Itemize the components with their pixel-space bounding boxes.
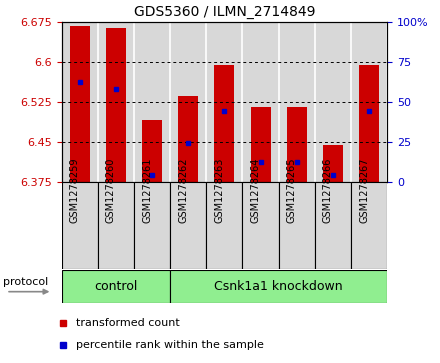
Bar <box>134 182 170 269</box>
Text: Csnk1a1 knockdown: Csnk1a1 knockdown <box>214 280 343 293</box>
Bar <box>98 182 134 269</box>
Bar <box>178 96 198 182</box>
Bar <box>206 182 242 269</box>
Bar <box>315 182 351 269</box>
Bar <box>242 182 279 269</box>
Text: control: control <box>94 280 138 293</box>
Bar <box>62 182 98 269</box>
Text: GSM1278267: GSM1278267 <box>359 158 369 223</box>
Bar <box>323 145 343 182</box>
Bar <box>287 107 307 182</box>
Text: GSM1278263: GSM1278263 <box>214 158 224 223</box>
Text: percentile rank within the sample: percentile rank within the sample <box>76 340 264 350</box>
Bar <box>106 28 126 182</box>
FancyBboxPatch shape <box>62 270 170 303</box>
Text: transformed count: transformed count <box>76 318 180 328</box>
Bar <box>359 65 379 182</box>
Bar <box>70 25 90 182</box>
Bar <box>142 120 162 182</box>
Text: GSM1278264: GSM1278264 <box>250 158 260 223</box>
Text: GSM1278260: GSM1278260 <box>106 158 116 223</box>
Bar <box>251 107 271 182</box>
Text: GSM1278261: GSM1278261 <box>142 158 152 223</box>
Text: GSM1278259: GSM1278259 <box>70 158 80 223</box>
Bar <box>351 182 387 269</box>
Text: protocol: protocol <box>3 277 48 287</box>
Text: GSM1278265: GSM1278265 <box>287 158 297 223</box>
Bar <box>214 65 235 182</box>
FancyBboxPatch shape <box>170 270 387 303</box>
Text: GSM1278262: GSM1278262 <box>178 158 188 223</box>
Title: GDS5360 / ILMN_2714849: GDS5360 / ILMN_2714849 <box>134 5 315 19</box>
Bar <box>279 182 315 269</box>
Text: GSM1278266: GSM1278266 <box>323 158 333 223</box>
Bar <box>170 182 206 269</box>
